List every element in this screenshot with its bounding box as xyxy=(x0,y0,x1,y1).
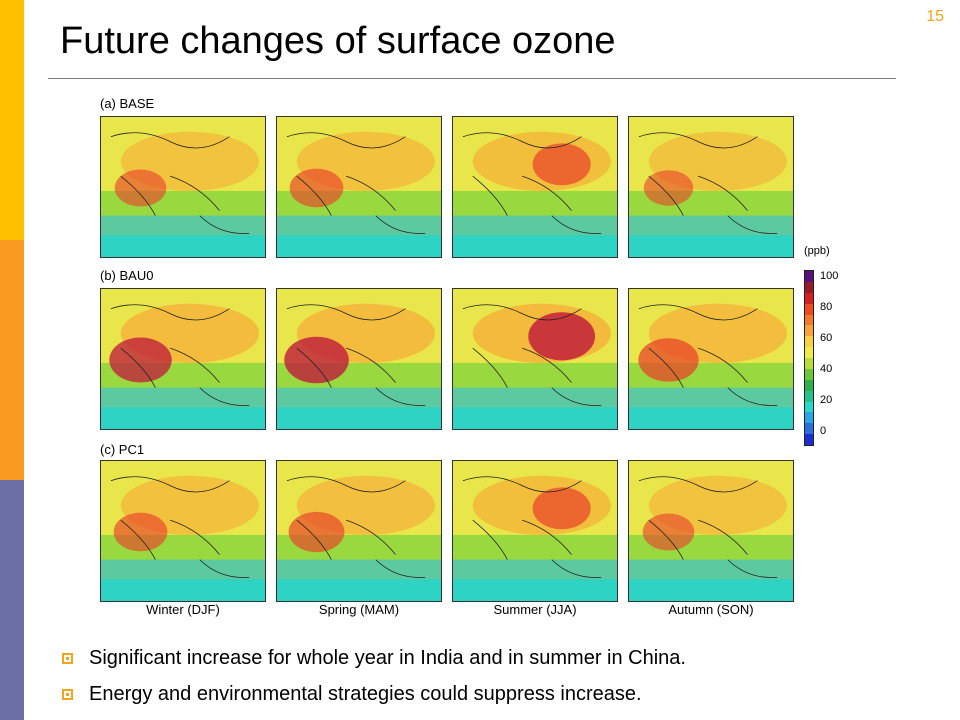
colorbar-swatch xyxy=(805,336,813,348)
ozone-map-figure: (a) BASE (b) BAU0 (c) PC1 Winter (DJF) S… xyxy=(96,90,856,620)
ozone-map-bau0-autumn xyxy=(628,288,794,430)
colorbar-swatch xyxy=(805,368,813,380)
colorbar-tick-100: 100 xyxy=(820,270,839,282)
colorbar-swatch xyxy=(805,401,813,413)
ozone-map-base-winter xyxy=(100,116,266,258)
season-label-autumn: Autumn (SON) xyxy=(668,602,754,617)
colorbar-swatch xyxy=(805,292,813,304)
row-label-base: (a) BASE xyxy=(100,96,155,111)
ozone-map-base-spring xyxy=(276,116,442,258)
slide-number: 15 xyxy=(926,8,944,25)
square-bullet-icon xyxy=(62,652,73,664)
colorbar-swatch xyxy=(805,281,813,293)
ozone-map-base-summer xyxy=(452,116,618,258)
season-label-winter: Winter (DJF) xyxy=(146,602,220,617)
ozone-map-bau0-summer xyxy=(452,288,618,430)
season-label-spring: Spring (MAM) xyxy=(318,602,400,617)
colorbar-tick-60: 60 xyxy=(820,332,833,344)
ozone-map-bau0-spring xyxy=(276,288,442,430)
colorbar-swatch xyxy=(805,325,813,337)
ozone-map-base-autumn xyxy=(628,116,794,258)
colorbar-swatch xyxy=(805,347,813,358)
ozone-map-pc1-autumn xyxy=(628,460,794,602)
ozone-map-pc1-winter xyxy=(100,460,266,602)
colorbar-swatch xyxy=(805,423,813,435)
ozone-map-pc1-spring xyxy=(276,460,442,602)
ozone-map-bau0-winter xyxy=(100,288,266,430)
ozone-map-pc1-summer xyxy=(452,460,618,602)
colorbar-tick-40: 40 xyxy=(820,363,833,375)
bullet-item: Energy and environmental strategies coul… xyxy=(60,676,940,712)
row-label-pc1: (c) PC1 xyxy=(100,442,145,457)
colorbar-swatch xyxy=(805,412,813,424)
bullet-list: Significant increase for whole year in I… xyxy=(60,640,940,712)
colorbar-tick-20: 20 xyxy=(820,394,833,406)
colorbar-tick-0: 0 xyxy=(820,425,827,437)
title-divider xyxy=(48,78,896,79)
colorbar-swatch xyxy=(805,390,813,402)
bullet-item: Significant increase for whole year in I… xyxy=(60,640,940,676)
side-bar-orange xyxy=(0,240,24,480)
colorbar-swatch xyxy=(805,303,813,315)
square-bullet-icon xyxy=(62,688,73,700)
colorbar-swatch xyxy=(805,271,813,282)
colorbar-unit: (ppb) xyxy=(804,245,830,257)
bullet-text: Energy and environmental strategies coul… xyxy=(89,682,642,705)
colorbar-tick-80: 80 xyxy=(820,301,833,313)
bullet-text: Significant increase for whole year in I… xyxy=(89,646,686,669)
colorbar-swatch xyxy=(805,358,813,369)
slide-title: Future changes of surface ozone xyxy=(60,20,616,62)
row-label-bau0: (b) BAU0 xyxy=(100,268,154,283)
colorbar-swatch xyxy=(805,379,813,391)
colorbar xyxy=(804,270,814,446)
side-bar-yellow xyxy=(0,0,24,240)
season-label-summer: Summer (JJA) xyxy=(493,602,577,617)
colorbar-swatch xyxy=(805,434,813,445)
side-bar-purple xyxy=(0,480,24,720)
colorbar-swatch xyxy=(805,314,813,326)
